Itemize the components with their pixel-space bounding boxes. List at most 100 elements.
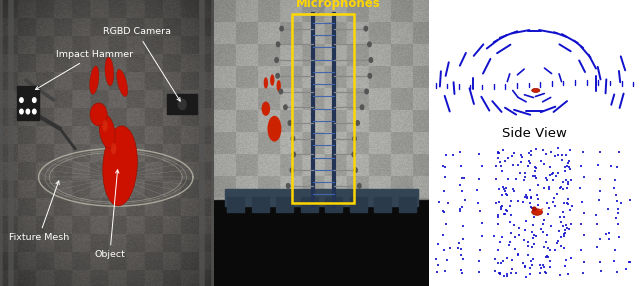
- Point: [513, 199, 524, 204]
- Point: [440, 175, 450, 180]
- Point: [500, 189, 511, 193]
- Point: [536, 159, 546, 164]
- Point: [548, 195, 559, 200]
- Point: [566, 256, 576, 261]
- Point: [625, 260, 635, 265]
- Point: [563, 271, 573, 276]
- Circle shape: [358, 184, 361, 188]
- Point: [575, 222, 586, 227]
- Point: [610, 177, 620, 182]
- Point: [559, 232, 569, 237]
- Point: [533, 183, 543, 188]
- Circle shape: [33, 109, 36, 114]
- Point: [497, 259, 508, 263]
- Point: [508, 153, 518, 158]
- Ellipse shape: [99, 115, 115, 148]
- Point: [595, 237, 605, 241]
- Point: [439, 188, 449, 193]
- Point: [505, 219, 515, 224]
- Point: [559, 200, 569, 205]
- Point: [534, 263, 545, 268]
- Point: [504, 240, 515, 244]
- Point: [557, 157, 567, 162]
- Bar: [325, 197, 342, 212]
- Point: [531, 174, 541, 179]
- Point: [551, 173, 561, 178]
- Point: [561, 228, 571, 232]
- Point: [477, 221, 488, 226]
- Point: [516, 153, 526, 157]
- Point: [525, 153, 536, 157]
- Point: [563, 226, 573, 230]
- Point: [576, 164, 586, 169]
- Point: [490, 269, 500, 273]
- Point: [513, 253, 523, 257]
- Point: [536, 226, 547, 231]
- Point: [456, 253, 467, 257]
- Point: [455, 207, 465, 211]
- Point: [539, 162, 549, 166]
- Point: [548, 200, 558, 205]
- Point: [561, 223, 571, 227]
- Point: [552, 191, 562, 196]
- Point: [527, 263, 538, 267]
- Point: [530, 168, 540, 173]
- Text: Fixture Mesh: Fixture Mesh: [8, 181, 69, 242]
- Point: [579, 175, 589, 179]
- Bar: [399, 197, 416, 212]
- Point: [458, 237, 468, 241]
- Bar: [276, 197, 293, 212]
- Circle shape: [179, 99, 186, 110]
- Point: [557, 187, 568, 191]
- Point: [624, 260, 634, 264]
- Point: [456, 271, 467, 275]
- Point: [493, 213, 504, 217]
- Bar: [214, 200, 429, 286]
- Point: [497, 169, 508, 174]
- Point: [527, 230, 537, 235]
- Point: [541, 271, 551, 275]
- Point: [592, 245, 602, 249]
- Point: [530, 211, 540, 215]
- Point: [500, 192, 511, 196]
- Point: [562, 164, 572, 168]
- Point: [543, 246, 553, 250]
- Point: [460, 198, 470, 202]
- Point: [579, 260, 589, 265]
- Point: [493, 155, 503, 160]
- Point: [493, 151, 503, 156]
- Point: [529, 242, 539, 247]
- Circle shape: [284, 105, 287, 110]
- Point: [562, 186, 572, 190]
- Point: [517, 155, 527, 160]
- Point: [605, 164, 616, 168]
- Point: [518, 199, 529, 204]
- Point: [566, 204, 577, 208]
- Point: [560, 169, 570, 174]
- Point: [526, 194, 536, 199]
- Point: [613, 150, 623, 154]
- Ellipse shape: [268, 116, 282, 142]
- Point: [544, 206, 554, 211]
- Point: [612, 270, 622, 275]
- Point: [513, 163, 524, 168]
- Point: [564, 165, 574, 170]
- Point: [531, 234, 541, 238]
- Point: [528, 257, 538, 262]
- Point: [493, 151, 504, 156]
- Point: [625, 198, 636, 203]
- Point: [538, 229, 548, 234]
- Point: [521, 219, 531, 224]
- Point: [538, 263, 548, 267]
- Point: [525, 161, 535, 165]
- Point: [431, 257, 441, 261]
- Point: [459, 176, 469, 180]
- Point: [559, 264, 570, 268]
- Point: [566, 178, 576, 183]
- Point: [539, 186, 549, 190]
- Point: [495, 270, 506, 275]
- Point: [520, 171, 531, 175]
- Point: [578, 271, 588, 275]
- Point: [526, 149, 536, 153]
- Point: [541, 201, 552, 206]
